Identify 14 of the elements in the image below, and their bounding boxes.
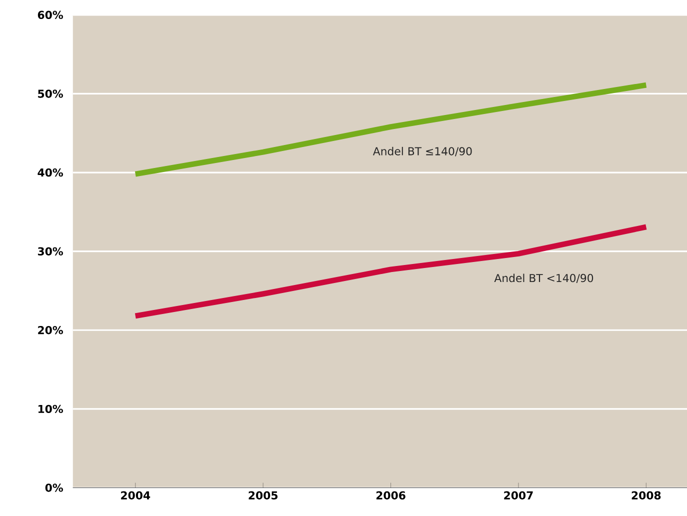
y-tick-label: 20% bbox=[38, 326, 64, 334]
series-label: Andel BT <140/90 bbox=[494, 274, 594, 284]
y-tick-label: 40% bbox=[38, 168, 64, 177]
x-tick-label: 2008 bbox=[632, 491, 661, 500]
x-tick-label: 2005 bbox=[248, 491, 278, 500]
y-tick-label: 0% bbox=[45, 484, 64, 492]
x-tick-label: 2004 bbox=[121, 491, 150, 500]
series-label: Andel BT ≤140/90 bbox=[372, 147, 472, 156]
x-tick-label: 2007 bbox=[504, 491, 533, 500]
y-tick-label: 10% bbox=[38, 405, 64, 414]
y-tick-label: 60% bbox=[38, 10, 64, 20]
y-tick-label: 50% bbox=[38, 90, 64, 98]
y-tick-label: 30% bbox=[38, 247, 64, 256]
x-tick-label: 2006 bbox=[376, 491, 406, 500]
